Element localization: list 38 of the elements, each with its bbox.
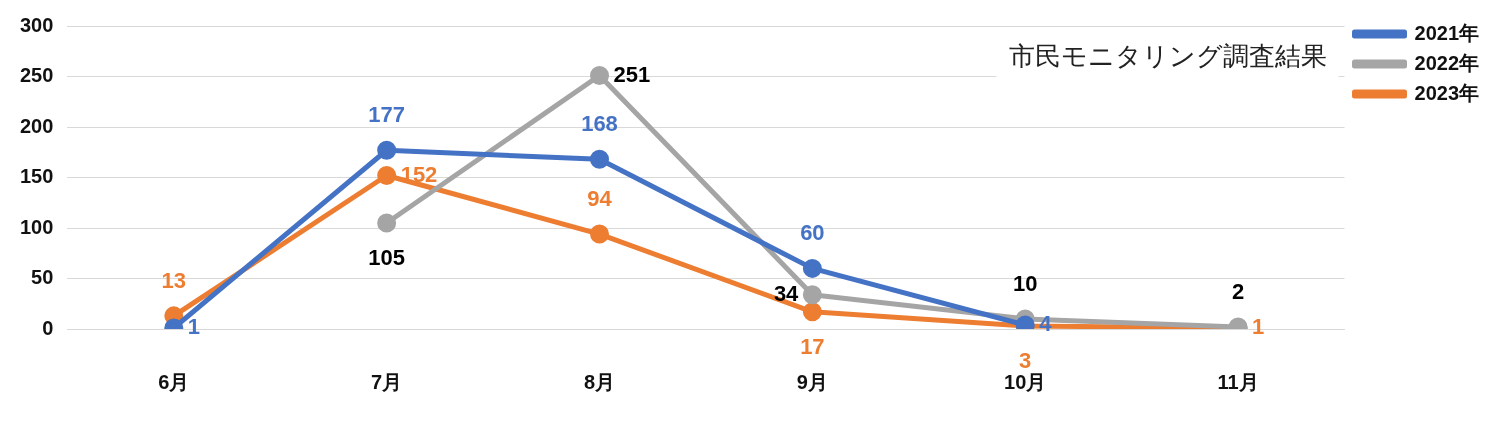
point — [377, 140, 397, 160]
point — [802, 302, 822, 322]
x-tick-label: 6月 — [158, 370, 190, 393]
y-tick-label: 50 — [31, 266, 54, 289]
data-label: 60 — [800, 220, 825, 246]
text: 市民モニタリング調査結果 — [1008, 41, 1327, 72]
y-tick-label: 100 — [19, 215, 54, 238]
x-tick-label: 8月 — [583, 370, 616, 393]
y-tick-label: 200 — [19, 114, 54, 137]
data-label: 2 — [1231, 279, 1245, 305]
data-label: 34 — [773, 280, 800, 306]
data-label: 177 — [368, 102, 406, 128]
data-label: 17 — [800, 333, 825, 359]
point — [590, 224, 610, 244]
point — [590, 149, 610, 169]
data-label: 13 — [161, 267, 187, 293]
point — [590, 65, 610, 85]
data-label: 1 — [187, 314, 201, 340]
point — [802, 258, 822, 278]
point — [802, 285, 822, 305]
point — [377, 165, 397, 185]
legend-label: 2021年 — [1414, 21, 1480, 44]
legend-label: 2022年 — [1414, 51, 1480, 74]
x-tick-label: 7月 — [371, 370, 403, 393]
data-label: 251 — [613, 61, 651, 87]
y-tick-label: 300 — [19, 13, 54, 36]
y-tick-label: 150 — [19, 165, 54, 188]
y-tick-label: 0 — [42, 316, 54, 339]
x-tick-label: 9月 — [796, 370, 828, 393]
data-label: 10 — [1012, 270, 1038, 296]
x-tick-label: 11月 — [1217, 370, 1259, 393]
legend-label: 2023年 — [1414, 81, 1480, 104]
data-label: 1 — [1252, 314, 1265, 340]
data-label: 94 — [587, 186, 613, 212]
data-label: 168 — [581, 111, 618, 137]
point — [377, 213, 397, 233]
data-label: 105 — [368, 245, 406, 271]
y-tick-label: 250 — [19, 64, 54, 87]
